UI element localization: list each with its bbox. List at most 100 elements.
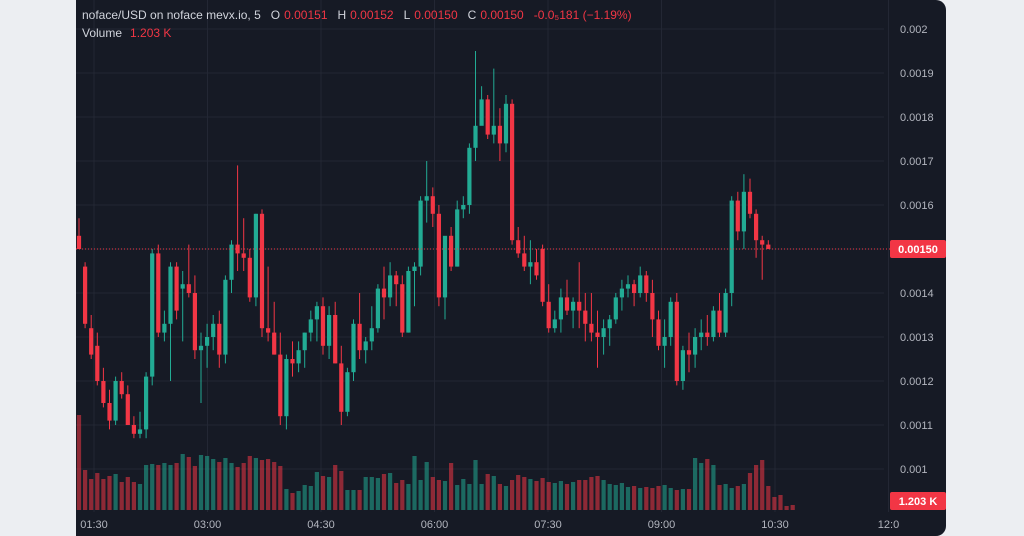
chart-panel[interactable] [76,0,946,536]
candle-body [107,403,112,421]
volume-bar [461,479,466,510]
high-value: 0.00152 [350,8,394,22]
volume-bar [558,481,563,510]
candle-body [369,328,374,342]
volume-bar [302,485,307,510]
candle-body [296,350,301,364]
volume-bar [662,485,667,510]
candle-body [705,332,710,337]
candle-body [693,337,698,355]
volume-bar [735,486,740,510]
candle-body [320,306,326,346]
symbol-title[interactable]: noface/USD on noface mevx.io, 5 [82,8,261,22]
volume-bar [412,456,417,510]
volume-bar [747,473,753,510]
volume-bar [241,463,246,510]
volume-bar [89,479,94,510]
volume-bar [247,456,252,510]
volume-bar [314,472,319,510]
candle-body [235,244,240,254]
low-value: 0.00150 [414,8,458,22]
candle-body [424,196,429,201]
volume-bar [449,463,454,510]
price-tick-label: 0.0016 [900,200,934,212]
time-tick-label: 07:30 [534,519,562,531]
candle-body [131,425,136,434]
last-price-tag: 0.00150 [890,240,946,258]
volume-bar [357,490,362,510]
candle-body [150,253,155,377]
volume-bar [137,484,143,510]
volume-bar [693,458,698,510]
volume-bar [589,477,594,510]
grid [76,0,889,512]
candle-body [485,99,490,135]
volume-bar [339,471,344,510]
volume-bar [577,480,582,510]
candle-body [656,319,661,346]
candle-body [119,381,124,395]
volume-bar [503,486,509,510]
candle-body [241,253,246,258]
candle-body [351,323,356,373]
candle-body [302,332,307,351]
volume-bar [711,465,716,510]
candle-body [613,297,618,320]
candle-body [503,103,509,144]
candle-body [516,240,521,254]
candle-body [144,376,149,430]
candle-body [522,253,527,267]
volume-bar [680,489,685,510]
candle-body [479,99,484,126]
volume-bar [363,477,368,510]
candle-body [162,323,167,333]
volume-tag: 1.203 K [890,492,946,510]
candle-body [284,359,289,417]
candle-body [363,341,368,351]
time-tick-label: 01:30 [80,519,108,531]
volume-bar [479,484,484,510]
candle-body [259,213,265,329]
volume-bar [119,482,124,510]
volume-tag-text: 1.203 K [899,496,938,508]
volume-bar [308,486,313,510]
volume-bar [442,481,448,510]
candle-body [625,284,631,289]
volume-bar [418,480,423,510]
volume-bar [223,458,228,510]
volume-label: Volume [82,26,123,40]
candle-body [741,191,746,232]
candle-body [137,429,143,434]
candle-body [552,319,557,329]
candle-body [156,253,161,333]
volume-bar [650,488,655,510]
volume-bar [717,485,722,510]
candle-body [76,235,82,249]
volume-bar [632,486,637,510]
volume-bar [144,465,149,510]
volume-bar [613,485,618,510]
volume-bar [760,460,765,510]
candle-body [747,191,753,214]
price-axis[interactable]: 0.0020.00190.00180.00170.00160.00150.001… [900,24,934,476]
ohlc-row: noface/USD on noface mevx.io, 5 O 0.00151… [82,6,638,24]
volume-bar [320,476,326,510]
volume-bar [436,480,441,510]
candle-body [436,213,441,298]
volume-bar [583,480,588,510]
volume-bar [784,506,789,510]
candle-body [528,262,533,267]
candle-body [101,381,106,403]
candle-body [534,262,539,276]
volume-bar [491,476,496,510]
time-tick-label: 10:30 [761,519,789,531]
candle-body [729,200,734,293]
volume-bar [467,484,472,510]
candle-body [174,266,179,311]
volume-bar [131,482,136,510]
volume-bar [522,477,527,510]
time-axis[interactable]: 01:30 03:00 04:30 06:00 07:30 09:00 10:30 12:0 [80,519,899,531]
volume-bar [253,458,258,510]
candle-body [711,310,716,337]
